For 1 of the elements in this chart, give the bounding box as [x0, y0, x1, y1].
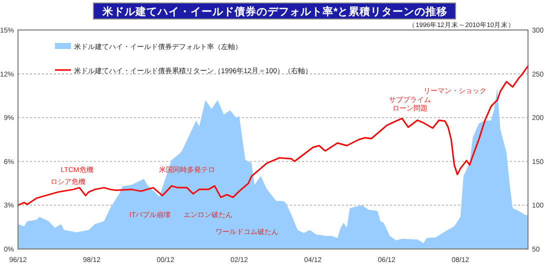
title: 米ドル建てハイ・イールド債券のデフォルト率*と累積リターンの推移 — [102, 6, 448, 18]
